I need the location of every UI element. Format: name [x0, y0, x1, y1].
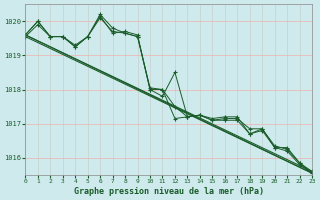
X-axis label: Graphe pression niveau de la mer (hPa): Graphe pression niveau de la mer (hPa) — [74, 187, 264, 196]
